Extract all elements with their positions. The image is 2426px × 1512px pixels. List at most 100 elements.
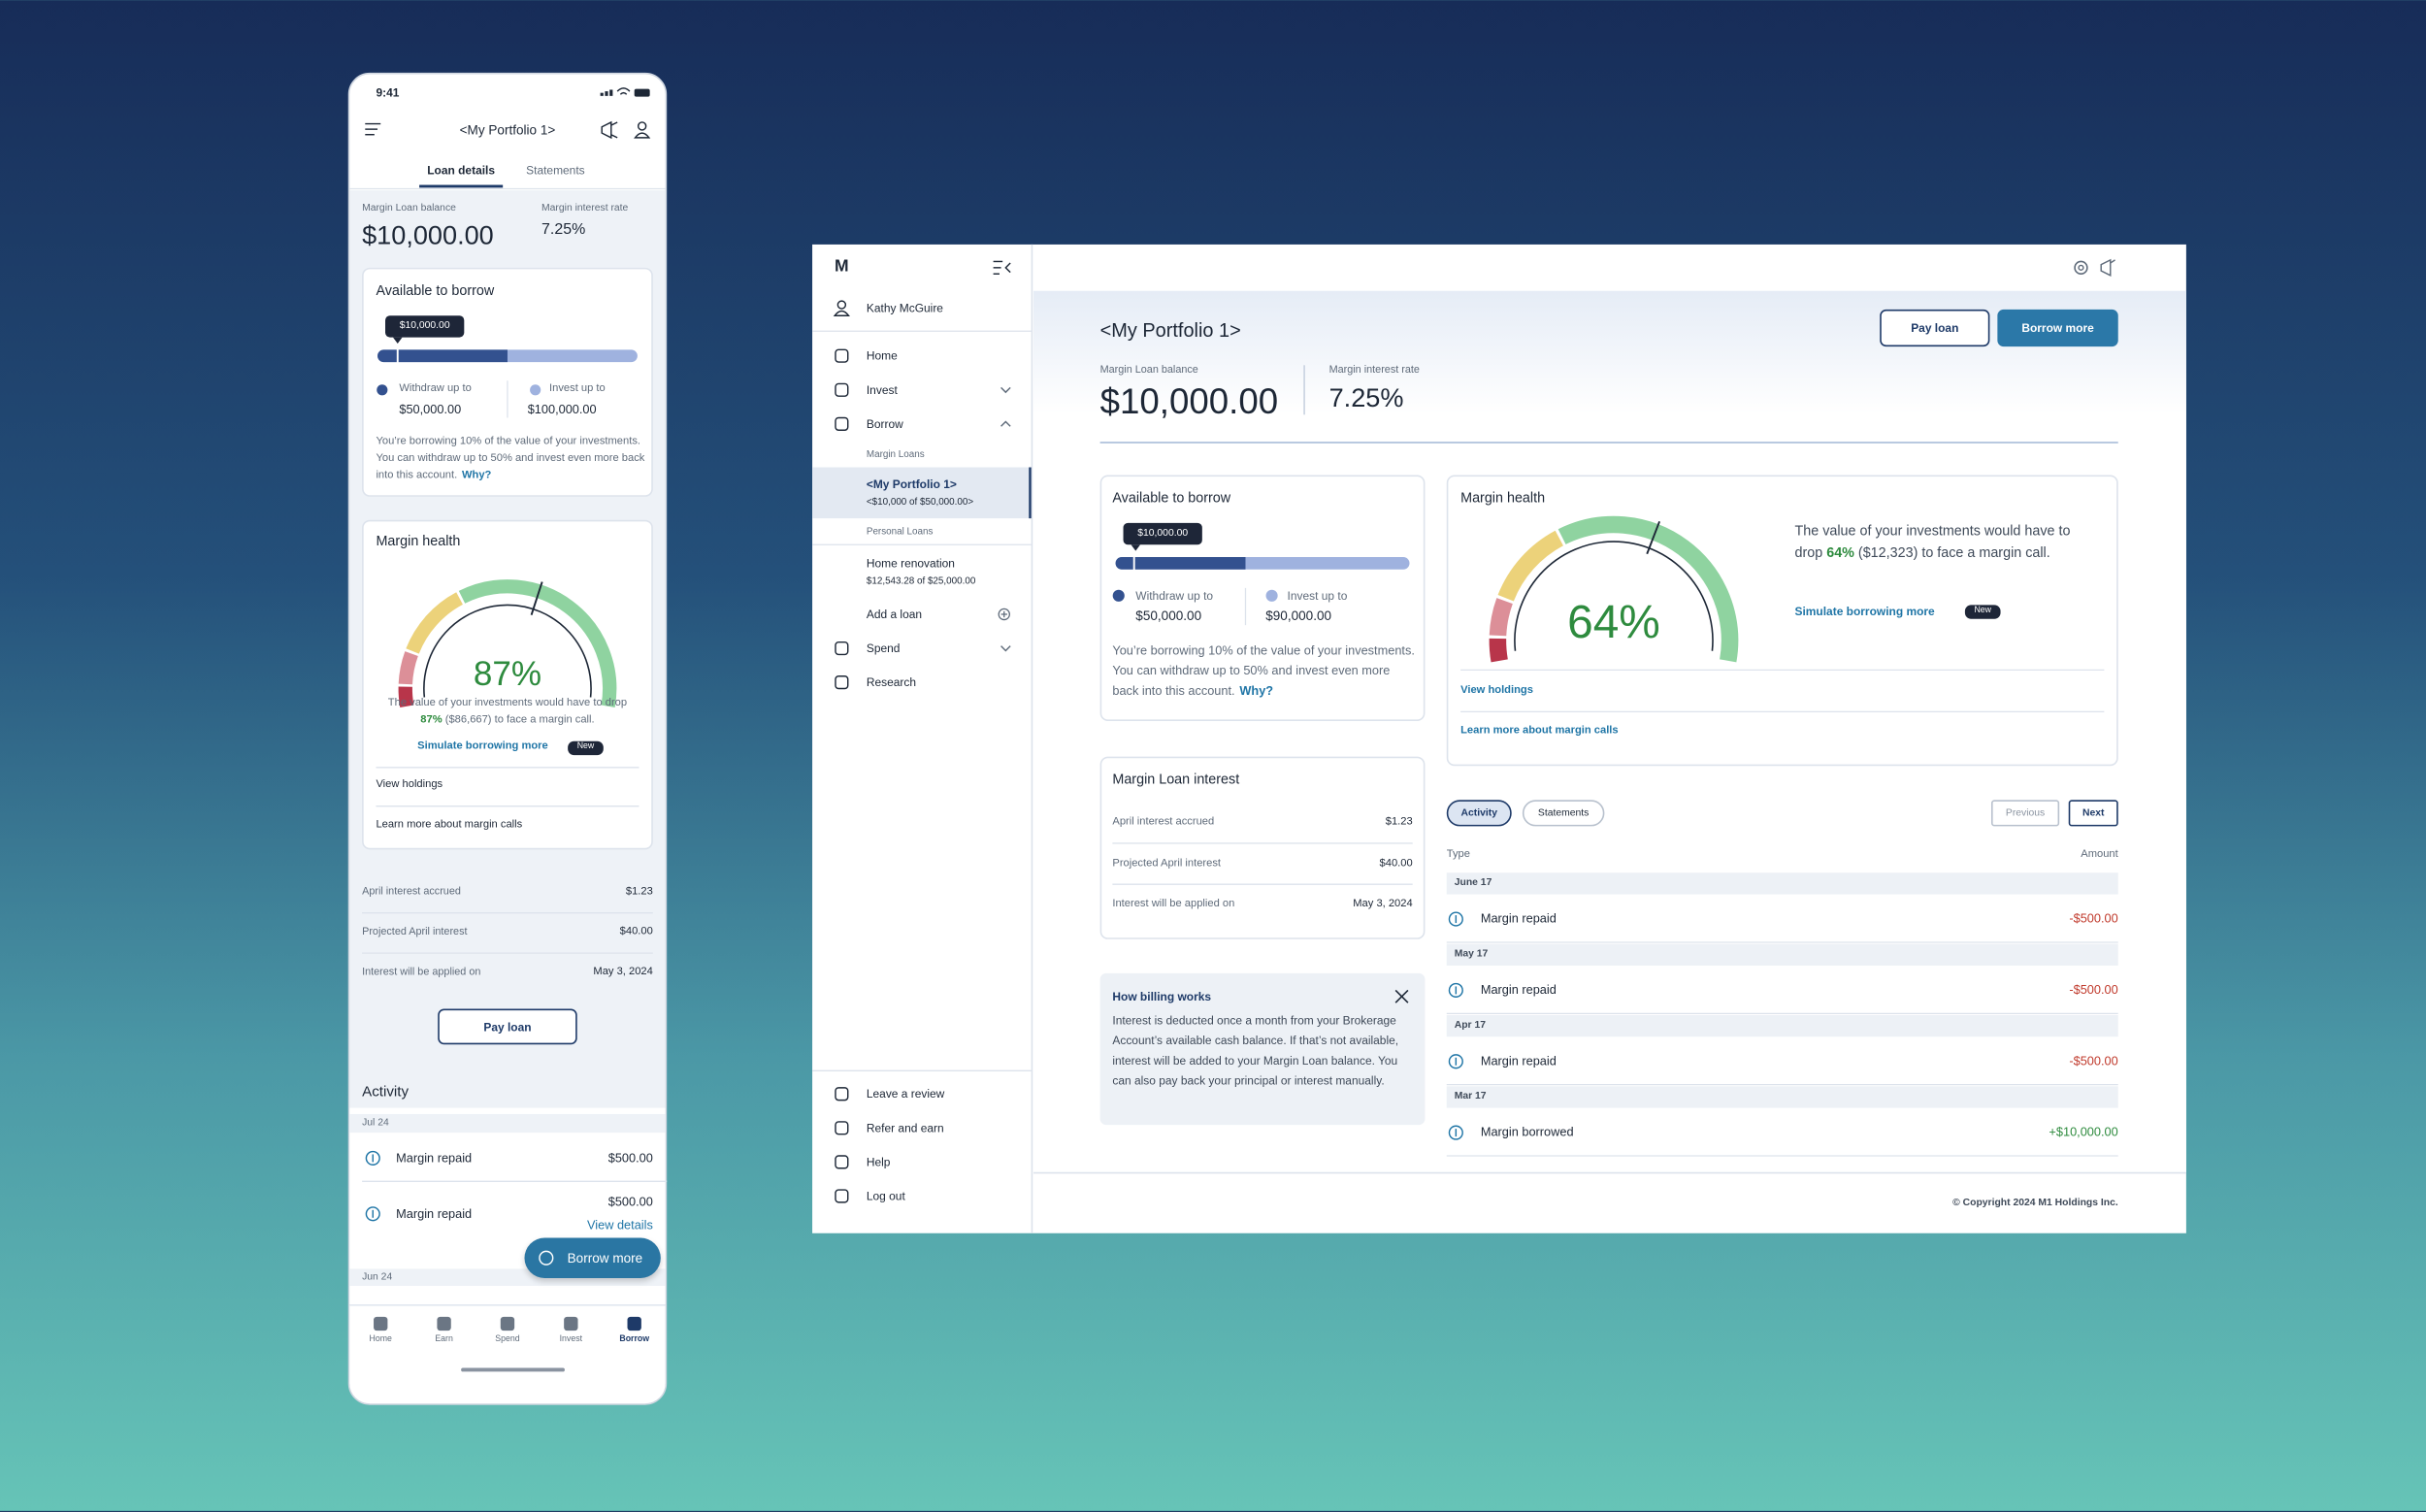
label: <$10,000 of $50,000.00> [866,497,974,509]
label: $12,543.28 of $25,000.00 [866,575,976,587]
button-label[interactable]: Borrow more [2021,320,2094,336]
label: Interest will be applied on [1112,899,1235,910]
dollar-icon [1448,1054,1463,1069]
label: May 3, 2024 [593,967,653,978]
label: Margin repaid [1480,982,1557,998]
date-label: Jul 24 [362,1117,389,1129]
link[interactable]: View holdings [1460,685,1533,697]
dollar-icon [365,1150,380,1166]
card-title: Available to borrow [376,282,495,299]
text-run[interactable]: Why? [1239,683,1274,699]
card-title: Margin Loan interest [1112,771,1240,787]
link[interactable]: Learn more about margin calls [1460,725,1619,737]
card-title: Margin health [376,533,461,549]
nav-item[interactable]: Add a loan [866,607,923,622]
icon [835,1189,849,1203]
tab[interactable]: Statements [1537,806,1590,818]
profile-icon [637,121,647,131]
label: Invest up to [549,383,606,395]
nav-item[interactable]: Spend [866,641,901,656]
gauge-needle [1646,520,1660,555]
balance-value: $10,000.00 [1099,380,1279,422]
gauge-segment [458,579,617,708]
button-label[interactable]: Pay loan [1911,320,1959,336]
nav-item[interactable]: Log out [866,1189,905,1203]
wifi-icon [616,87,631,95]
nav-item[interactable]: Help [866,1155,891,1169]
icon [835,348,849,363]
link[interactable]: View details [587,1217,653,1232]
card-title: Available to borrow [1112,489,1231,506]
label: Withdraw up to [399,383,472,395]
tab-pill-active[interactable] [1446,800,1512,827]
info-title: How billing works [1112,989,1212,1003]
dollar-icon [1448,911,1463,927]
tab[interactable]: Activity [1460,806,1497,818]
label: Margin interest rate [1328,365,1420,377]
gauge-segment [1489,638,1508,663]
label: Projected April interest [362,926,468,938]
nav-item[interactable]: Borrow [866,416,903,432]
button-label[interactable]: Previous [2005,806,2046,818]
label: Margin repaid [1480,911,1557,926]
nav-label[interactable]: Spend [495,1334,520,1345]
pager-button[interactable] [1990,800,2060,827]
nav-label[interactable]: Earn [435,1334,453,1345]
nav-label[interactable]: Borrow [619,1334,650,1345]
paragraph: You’re borrowing 10% of the value of you… [376,433,648,484]
text-run[interactable]: Why? [461,470,492,481]
bar-withdraw [1115,556,1246,570]
dollar-icon [1448,982,1463,998]
icon [835,1155,849,1169]
tooltip-pointer [392,337,403,344]
available-card [1099,475,1426,721]
tab[interactable]: Statements [526,163,585,178]
link[interactable]: Learn more about margin calls [376,819,523,831]
bar-withdraw [377,349,508,363]
settings-icon [2078,264,2084,271]
legend-dot [377,384,388,396]
link[interactable]: Simulate borrowing more [1794,604,1935,618]
tab[interactable]: Loan details [427,163,496,178]
tab-pill[interactable] [1522,800,1605,827]
text-run: ($86,667) to face a margin call. [442,714,595,726]
tooltip [385,315,465,338]
badge-text: New [1974,607,1992,616]
pay-loan-button[interactable] [438,1008,577,1045]
gauge-inner-arc [1514,541,1714,651]
tooltip-text: $10,000.00 [1137,527,1189,540]
text-run: Interest is deducted once a month from y… [1112,1013,1399,1088]
button-label[interactable]: Borrow more [567,1250,643,1266]
nav-item[interactable]: Invest [866,382,898,397]
nav-item[interactable]: Home renovation [866,556,955,571]
nav-item[interactable]: Leave a review [866,1087,945,1101]
tab-underline [419,184,504,188]
nav-label[interactable]: Invest [559,1334,583,1345]
link[interactable]: View holdings [376,779,443,791]
link[interactable]: Simulate borrowing more [417,740,548,752]
copyright: © Copyright 2024 M1 Holdings Inc. [1952,1198,2118,1209]
label: Margin borrowed [1480,1125,1574,1139]
nav-icon [627,1316,641,1331]
nav-item[interactable]: Research [866,674,917,690]
nav-item[interactable]: Refer and earn [866,1121,944,1135]
balance-value: $10,000.00 [362,220,494,250]
legend-dot [530,384,541,396]
nav-item[interactable]: <My Portfolio 1> [866,477,957,492]
nav-label[interactable]: Home [369,1334,392,1345]
rate-value: 7.25% [541,220,586,239]
borrow-more-fab[interactable] [524,1237,661,1278]
button-label[interactable]: Pay loan [483,1019,532,1035]
nav-item[interactable]: Home [866,348,898,363]
gauge-segment [398,686,414,708]
amount: +$10,000.00 [2049,1125,2118,1139]
button-label[interactable]: Next [2082,806,2105,818]
badge-text: New [576,742,595,752]
label: Margin interest rate [541,203,629,214]
pager-button[interactable] [2068,800,2118,827]
borrow-more-button[interactable] [1997,309,2118,347]
text-run: 64% [1826,543,1854,560]
gauge-segment [1489,598,1513,637]
text-run: You’re borrowing 10% of the value of you… [1112,643,1415,699]
pay-loan-button[interactable] [1880,309,1990,347]
